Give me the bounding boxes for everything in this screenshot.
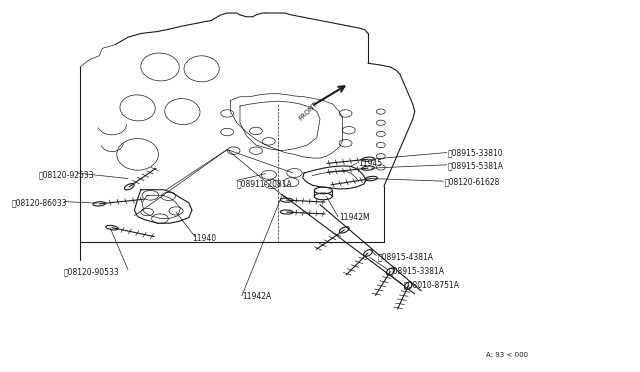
- Text: 11942M: 11942M: [339, 213, 370, 222]
- Text: Ⓠ08915-5381A: Ⓠ08915-5381A: [448, 161, 504, 170]
- Text: ⒲08010-8751A: ⒲08010-8751A: [403, 280, 460, 289]
- Text: ⒲08120-92533: ⒲08120-92533: [38, 170, 94, 179]
- Text: 11942A: 11942A: [242, 292, 271, 301]
- Text: FRONT: FRONT: [298, 101, 319, 122]
- Text: A: 93 < 000: A: 93 < 000: [486, 352, 529, 358]
- Text: ⒲08120-86033: ⒲08120-86033: [12, 198, 67, 207]
- Text: ⒲08120-90533: ⒲08120-90533: [64, 267, 120, 276]
- Text: 11945: 11945: [358, 159, 383, 168]
- Text: 11940: 11940: [192, 234, 216, 243]
- Text: ⒲08120-61628: ⒲08120-61628: [445, 178, 500, 187]
- Text: ⓝ08911-2081A: ⓝ08911-2081A: [237, 180, 292, 189]
- Text: Ⓢ08915-4381A: Ⓢ08915-4381A: [378, 252, 434, 261]
- Text: Ⓠ08915-3381A: Ⓠ08915-3381A: [389, 266, 445, 275]
- Text: Ⓢ08915-33810: Ⓢ08915-33810: [448, 148, 504, 157]
